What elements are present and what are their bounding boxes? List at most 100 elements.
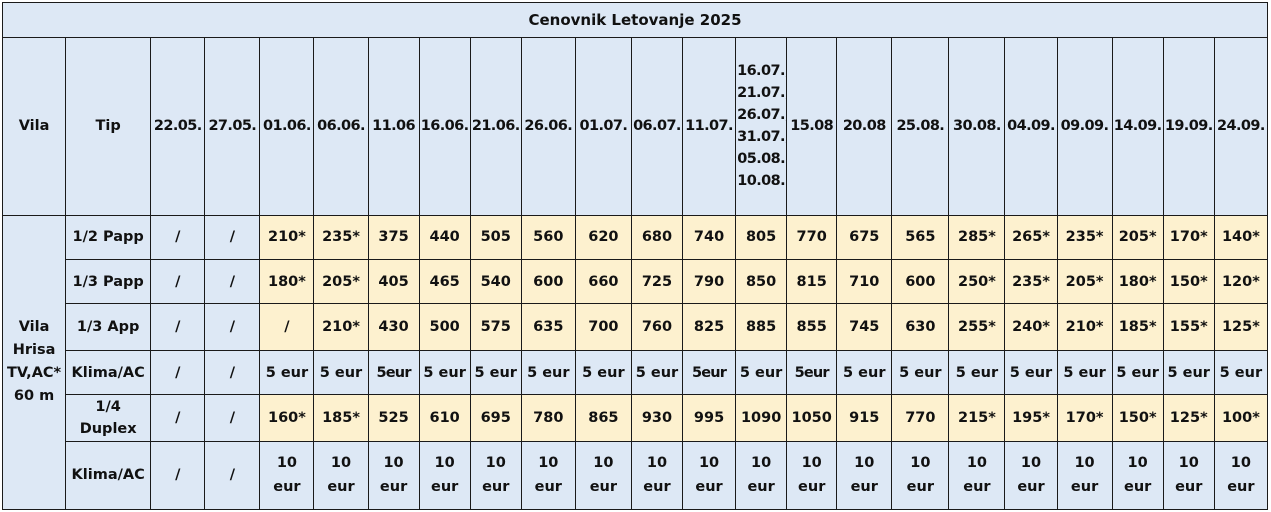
- price-cell: 915: [836, 394, 893, 442]
- villa-name-line: 60 m: [13, 388, 55, 405]
- price-cell: 995: [681, 394, 737, 442]
- header-date: 06.06.: [313, 37, 369, 216]
- price-cell: 630: [891, 303, 950, 351]
- price-cell: 205*: [1111, 214, 1164, 261]
- header-date-line: 21.07.;: [737, 85, 787, 102]
- price-cell: 575: [469, 303, 522, 351]
- price-cell: 10 eur: [1004, 440, 1058, 511]
- price-cell: 5 eur: [469, 349, 522, 396]
- price-cell: 10 eur: [891, 440, 950, 511]
- price-cell: 825: [681, 303, 737, 351]
- price-cell: 160*: [259, 394, 315, 442]
- price-cell: /: [150, 394, 206, 442]
- price-cell: 235*: [1004, 259, 1058, 305]
- price-cell: 675: [836, 214, 893, 261]
- price-cell: 500: [418, 303, 471, 351]
- row-type: 1/4 Duplex: [65, 394, 152, 442]
- price-cell: 745: [836, 303, 893, 351]
- price-cell: /: [150, 214, 206, 261]
- header-date: 20.08: [836, 37, 893, 216]
- price-cell: 5 eur: [259, 349, 315, 396]
- header-date: 24.09.: [1213, 37, 1269, 216]
- header-date: 04.09.: [1004, 37, 1058, 216]
- header-date: 16.06.: [418, 37, 471, 216]
- price-cell: 10 eur: [630, 440, 684, 511]
- price-cell: 5 eur: [630, 349, 684, 396]
- price-cell: 430: [367, 303, 420, 351]
- price-cell: 150*: [1162, 259, 1215, 305]
- price-cell: /: [150, 303, 206, 351]
- price-cell: 5 eur: [891, 349, 950, 396]
- price-cell: 5 eur: [1213, 349, 1269, 396]
- header-date-line: 31.07.;: [737, 129, 787, 146]
- price-cell: 695: [469, 394, 522, 442]
- header-date: 22.05.: [150, 37, 206, 216]
- header-date: 15.08: [786, 37, 838, 216]
- row-type: Klima/AC: [65, 440, 152, 511]
- price-cell: 120*: [1213, 259, 1269, 305]
- price-cell: 235*: [313, 214, 369, 261]
- row-type: 1/3 Papp: [65, 259, 152, 305]
- table-row: 1/3 App / //210* 430 500 575 635 700 760 825 885 85…: [3, 303, 1269, 351]
- price-cell: 155*: [1162, 303, 1215, 351]
- price-cell: 760: [630, 303, 684, 351]
- price-cell: 5 eur: [1004, 349, 1058, 396]
- price-cell: 250*: [948, 259, 1006, 305]
- price-cell: 10 eur: [520, 440, 576, 511]
- price-cell: /: [150, 259, 206, 305]
- table-row: Klima/AC //5 eur 5 eur 5eur 5 eur 5 eur 5 eur 5…: [3, 349, 1269, 396]
- price-cell: 725: [630, 259, 684, 305]
- header-date: 11.06: [367, 37, 420, 216]
- price-cell: 660: [574, 259, 632, 305]
- price-cell: 255*: [948, 303, 1006, 351]
- price-cell: 5 eur: [1056, 349, 1113, 396]
- price-cell: 740: [681, 214, 737, 261]
- price-cell: 210*: [313, 303, 369, 351]
- price-cell: 5 eur: [574, 349, 632, 396]
- header-vila: Vila: [1, 37, 67, 216]
- title-row: Cenovnik Letovanje 2025: [2, 1, 1268, 39]
- header-date: 25.08.: [891, 37, 950, 216]
- price-cell: 620: [574, 214, 632, 261]
- price-cell: /: [150, 349, 206, 396]
- header-date: 01.06.: [259, 37, 315, 216]
- table-row: 1/4 Duplex //160* 185* 525 610 695 780 865 930 995…: [3, 394, 1269, 442]
- price-cell: 405: [367, 259, 420, 305]
- price-cell: 10 eur: [836, 440, 893, 511]
- price-cell: 465: [418, 259, 471, 305]
- price-cell: 10 eur: [367, 440, 420, 511]
- price-cell: 780: [520, 394, 576, 442]
- villa-name-line: TV,AC*: [6, 365, 62, 382]
- header-date: 26.06.: [520, 37, 576, 216]
- price-cell: 285*: [948, 214, 1006, 261]
- price-cell: 560: [520, 214, 576, 261]
- header-date-line: 10.08.: [737, 173, 785, 190]
- price-cell: 680: [630, 214, 684, 261]
- price-cell: 185*: [1111, 303, 1164, 351]
- price-cell: 790: [681, 259, 737, 305]
- row-type: 1/3 App: [65, 303, 152, 351]
- header-date: 09.09.: [1056, 37, 1113, 216]
- price-cell: 770: [786, 214, 838, 261]
- villa-name: Vila Hrisa TV,AC* 60 m: [1, 214, 67, 511]
- price-cell: 505: [469, 214, 522, 261]
- price-cell: /: [204, 440, 261, 511]
- price-cell: 635: [520, 303, 576, 351]
- header-date: 30.08.: [948, 37, 1006, 216]
- price-cell: 170*: [1162, 214, 1215, 261]
- row-type: 1/2 Papp: [65, 214, 152, 261]
- price-cell: 215*: [948, 394, 1006, 442]
- header-date: 16.07.; 21.07.; 26.07.; 31.07.; 05.08. 10.08.: [735, 37, 788, 216]
- price-cell: 125*: [1213, 303, 1269, 351]
- price-cell: 1090: [735, 394, 788, 442]
- price-cell: 210*: [1056, 303, 1113, 351]
- price-cell: 10 eur: [1213, 440, 1269, 511]
- price-cell: 5 eur: [313, 349, 369, 396]
- price-cell: 805: [735, 214, 788, 261]
- price-cell: 855: [786, 303, 838, 351]
- price-cell: /: [204, 259, 261, 305]
- price-cell: 10 eur: [735, 440, 788, 511]
- price-cell: 265*: [1004, 214, 1058, 261]
- table-row: Vila Hrisa TV,AC* 60 m 1/2 Papp //210* 235* 375…: [1, 214, 1269, 511]
